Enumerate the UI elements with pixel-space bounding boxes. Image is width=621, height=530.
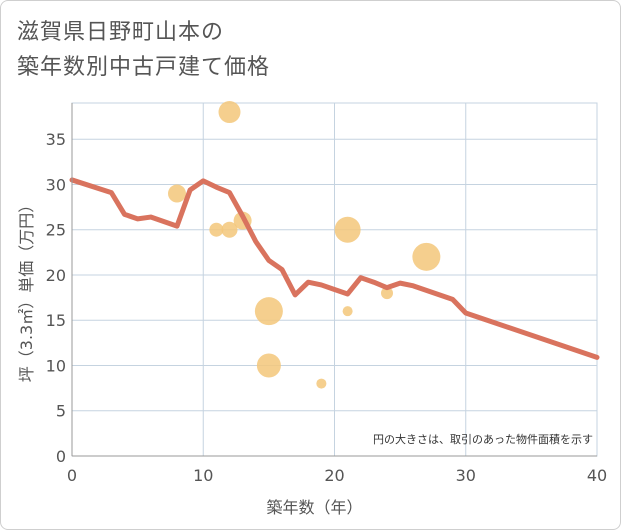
- y-tick-label: 35: [46, 130, 66, 149]
- data-bubble: [254, 297, 283, 326]
- y-tick-label: 0: [56, 447, 66, 466]
- data-bubble: [381, 287, 393, 300]
- chart-title-line2: 築年数別中古戸建て価格: [17, 55, 271, 80]
- x-tick-label: 20: [324, 466, 344, 485]
- data-bubble: [209, 222, 224, 237]
- y-tick-label: 10: [46, 356, 66, 375]
- y-tick-label: 5: [56, 402, 66, 421]
- data-bubble: [168, 184, 186, 203]
- x-tick-label: 40: [587, 466, 607, 485]
- x-axis-label: 築年数（年）: [266, 498, 362, 517]
- y-axis-label: 坪（3.3㎡）単価（万円）: [17, 197, 36, 382]
- y-tick-label: 15: [46, 311, 66, 330]
- y-tick-label: 25: [46, 221, 66, 240]
- x-tick-label: 0: [67, 466, 77, 485]
- data-bubble: [316, 378, 327, 389]
- data-bubble: [256, 353, 281, 378]
- data-bubble: [342, 306, 353, 317]
- data-bubble: [334, 216, 361, 243]
- data-bubble: [218, 101, 241, 124]
- data-bubble: [221, 221, 238, 238]
- data-bubble: [412, 242, 441, 271]
- x-tick-label: 10: [193, 466, 213, 485]
- trend-line: [69, 177, 600, 360]
- x-tick-label: 30: [456, 466, 476, 485]
- y-tick-label: 30: [46, 175, 66, 194]
- chart-title-line1: 滋賀県日野町山本の: [17, 20, 225, 45]
- chart-title: 滋賀県日野町山本の 築年数別中古戸建て価格: [17, 15, 270, 85]
- size-note: 円の大きさは、取引のあった物件面積を示す: [373, 432, 593, 446]
- y-tick-label: 20: [46, 266, 66, 285]
